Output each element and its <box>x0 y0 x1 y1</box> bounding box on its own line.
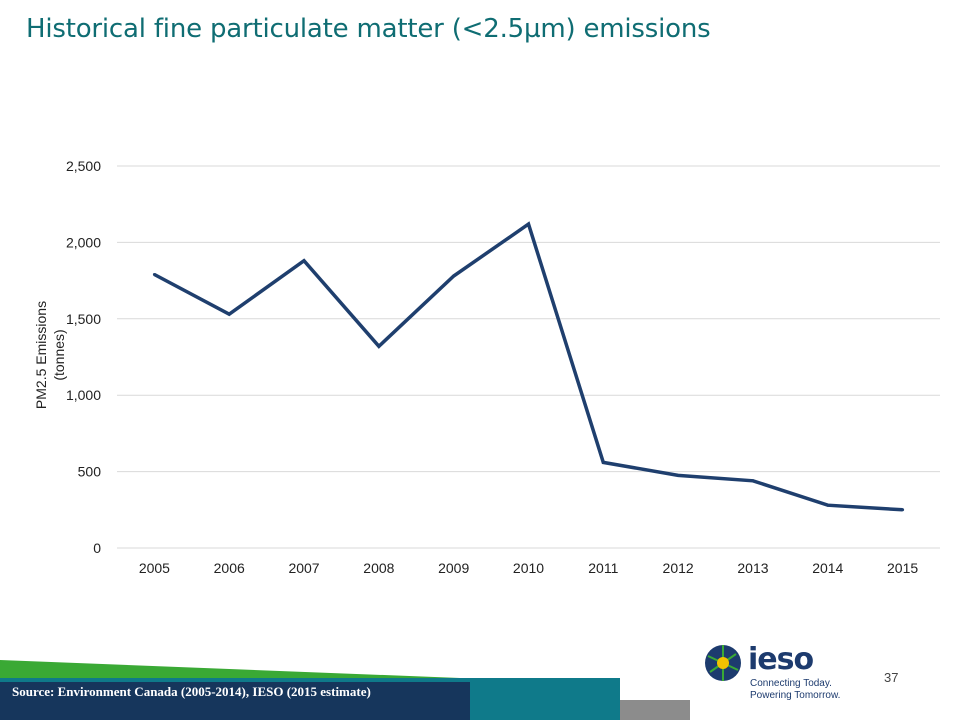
x-tick-label: 2005 <box>139 560 170 576</box>
x-tick-label: 2009 <box>438 560 469 576</box>
logo-wordmark: ieso <box>748 642 814 677</box>
y-tick-label: 500 <box>78 464 102 480</box>
data-point <box>152 272 156 276</box>
y-tick-label: 1,500 <box>66 311 101 327</box>
data-point <box>751 479 755 483</box>
data-point <box>302 259 306 263</box>
logo-tagline-1: Connecting Today. <box>750 678 832 689</box>
y-tick-label: 1,000 <box>66 387 101 403</box>
x-tick-label: 2013 <box>737 560 768 576</box>
x-tick-label: 2011 <box>588 560 618 576</box>
page-number: 37 <box>884 670 899 685</box>
gridlines <box>117 165 940 549</box>
logo-tagline-2: Powering Tomorrow. <box>750 690 841 701</box>
data-point <box>826 503 830 507</box>
data-point <box>452 274 456 278</box>
series-line <box>153 221 903 512</box>
x-tick-label: 2010 <box>513 560 544 576</box>
ieso-logo: ieso Connecting Today. Powering Tomorrow… <box>700 632 860 702</box>
y-axis-label: PM2.5 Emissions (tonnes) <box>33 301 67 409</box>
footer-grey-band <box>620 700 690 720</box>
x-tick-label: 2014 <box>812 560 843 576</box>
footer-navy-band <box>0 682 470 720</box>
y-axis-label-line-2: (tonnes) <box>51 329 67 380</box>
data-point <box>676 473 680 477</box>
x-tick-label: 2015 <box>887 560 918 576</box>
data-point <box>227 312 231 316</box>
y-axis-label-line-1: PM2.5 Emissions <box>33 301 49 409</box>
x-tick-label: 2006 <box>214 560 245 576</box>
slide-title: Historical fine particulate matter (<2.5… <box>26 14 711 44</box>
data-point <box>377 344 381 348</box>
x-tick-labels: 2005 2006 2007 2008 2009 2010 2011 2012 2013 2014… <box>139 560 919 576</box>
data-point <box>901 508 905 512</box>
y-tick-labels: 0 500 1,000 1,500 2,000 2,500 <box>66 158 101 556</box>
globe-icon <box>705 645 741 681</box>
y-tick-label: 2,000 <box>66 234 101 250</box>
series-layer <box>152 221 905 512</box>
y-tick-label: 2,500 <box>66 158 101 174</box>
source-note: Source: Environment Canada (2005-2014), … <box>12 684 371 699</box>
data-point <box>527 222 530 226</box>
y-tick-label: 0 <box>93 540 101 556</box>
x-tick-label: 2007 <box>288 560 319 576</box>
x-tick-label: 2008 <box>363 560 394 576</box>
data-point <box>601 460 605 464</box>
x-tick-label: 2012 <box>663 560 694 576</box>
